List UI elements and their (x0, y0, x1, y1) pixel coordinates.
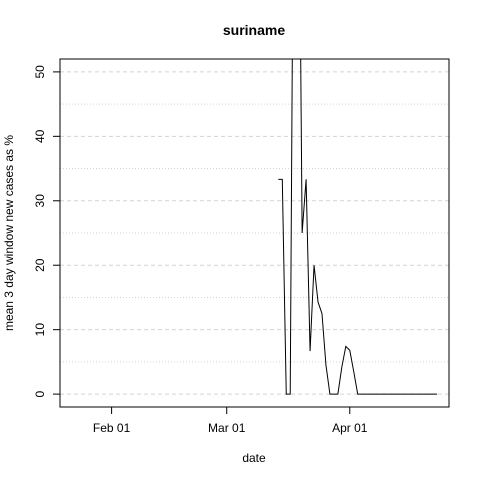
x-tick-label: Feb 01 (93, 421, 131, 435)
x-tick-label: Apr 01 (332, 421, 368, 435)
chart-title: suriname (223, 22, 285, 38)
y-tick-label: 50 (33, 65, 47, 79)
series-layer (278, 59, 438, 395)
y-axis-label: mean 3 day window new cases as % (2, 135, 16, 331)
grid-lines (60, 71, 449, 395)
y-tick-label: 30 (33, 194, 47, 208)
plot-frame (59, 58, 450, 408)
y-tick-label: 10 (33, 323, 47, 337)
series-line (278, 59, 438, 395)
y-tick-label: 20 (33, 258, 47, 272)
x-tick-label: Mar 01 (208, 421, 246, 435)
y-tick-label: 0 (33, 390, 47, 397)
x-axis-label: date (242, 451, 266, 465)
x-axis: Feb 01 Mar 01 Apr 01 (93, 407, 368, 435)
y-axis: 0 10 20 30 40 50 (33, 65, 60, 397)
y-tick-label: 40 (33, 129, 47, 143)
